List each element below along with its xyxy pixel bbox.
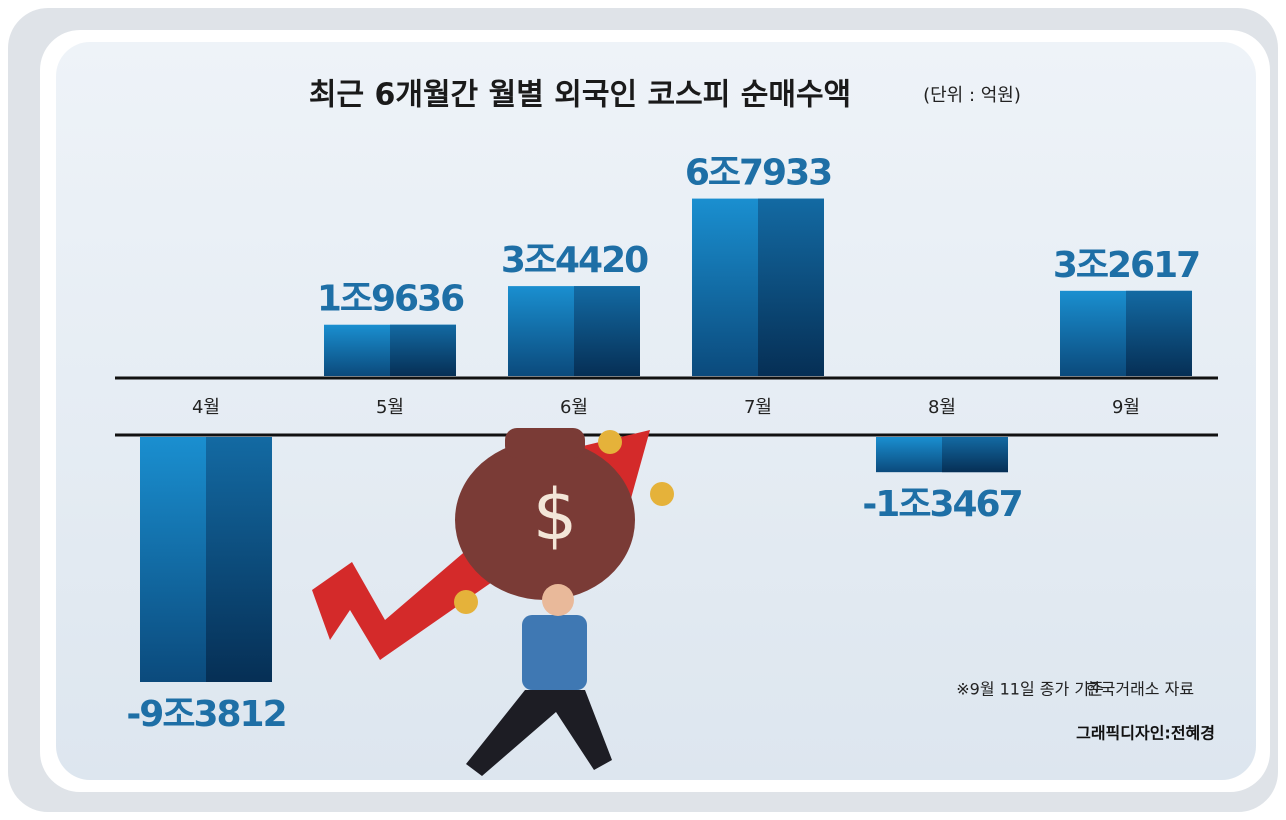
value-label: -1조3467 [862, 484, 1021, 525]
bar-shade [206, 437, 272, 682]
coin [598, 430, 622, 454]
x-tick-label: 7월 [744, 397, 772, 418]
chart-title: 최근 6개월간 월별 외국인 코스피 순매수액 [309, 78, 851, 113]
bar-group [1060, 290, 1192, 376]
person-body [522, 615, 587, 690]
value-label: 3조4420 [501, 240, 648, 281]
bar-shade [942, 437, 1008, 473]
money-bag [455, 440, 635, 600]
bar-shade [574, 286, 640, 376]
value-label: 1조9636 [317, 279, 464, 320]
bar-shade [758, 198, 824, 376]
x-tick-label: 8월 [928, 397, 956, 418]
value-label: 6조7933 [685, 153, 831, 194]
unit-label: (단위 : 억원) [923, 85, 1021, 106]
note: ※9월 11일 종가 기준 [956, 680, 1104, 699]
x-tick-label: 6월 [560, 397, 588, 418]
bar-shade [390, 324, 456, 376]
illustration: $ [312, 428, 674, 776]
credit: 그래픽디자인:전혜경 [1076, 724, 1215, 743]
coin [650, 482, 674, 506]
x-tick-label: 9월 [1112, 397, 1140, 418]
coin [454, 590, 478, 614]
value-label: 3조2617 [1053, 245, 1199, 286]
person-legs [466, 690, 612, 776]
bar-group [876, 437, 1008, 473]
bar-group [324, 324, 456, 376]
x-tick-label: 4월 [192, 397, 220, 418]
x-tick-label: 5월 [376, 397, 404, 418]
source: 한국거래소 자료 [1086, 680, 1194, 699]
bar-group [140, 437, 272, 682]
dollar-sign: $ [533, 474, 578, 556]
person-head [542, 584, 574, 616]
money-bag-neck [505, 428, 585, 458]
bar-group [508, 286, 640, 376]
bar-shade [1126, 290, 1192, 376]
value-label: -9조3812 [126, 694, 285, 735]
bar-group [692, 198, 824, 376]
